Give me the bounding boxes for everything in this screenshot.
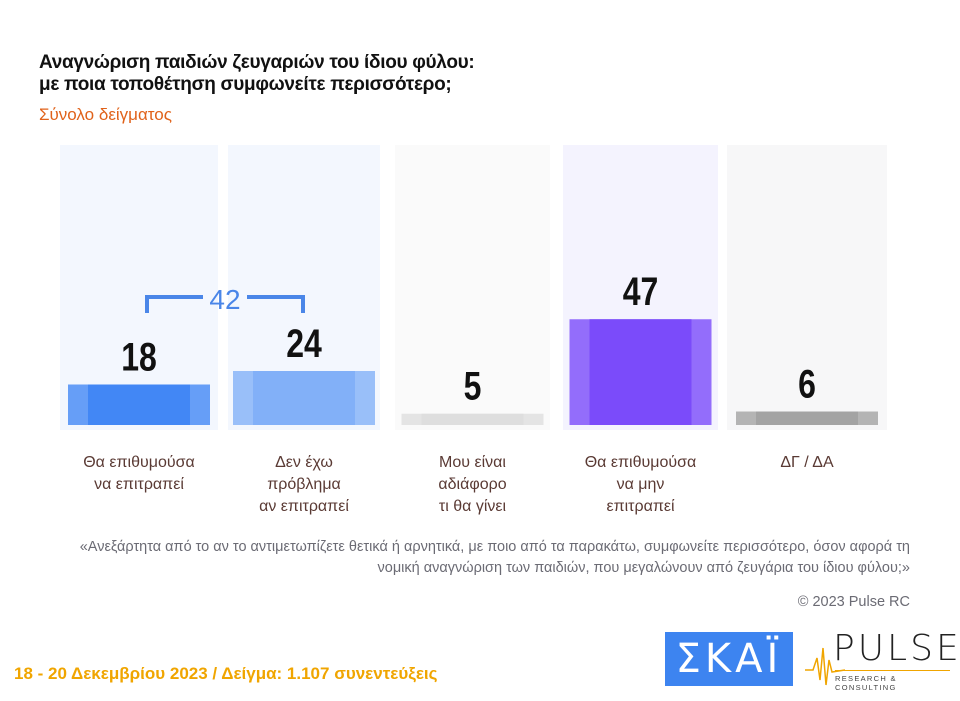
column-background: [395, 145, 550, 430]
bar-core: [756, 411, 858, 425]
pulse-wave-icon: [805, 647, 845, 686]
bracket-line: [145, 295, 305, 313]
category-label: ΔΓ / ΔΑ: [780, 454, 834, 471]
bar-core: [253, 371, 355, 425]
title-line-1: Αναγνώριση παιδιών ζευγαριών του ίδιου φ…: [39, 52, 475, 73]
pulse-logo: PULSE RESEARCH & CONSULTING: [805, 628, 959, 692]
title-line-2: με ποια τοποθέτηση συμφωνείτε περισσότερ…: [39, 74, 452, 95]
survey-question: «Ανεξάρτητα από το αν το αντιμετωπίζετε …: [79, 539, 910, 576]
value-label: 47: [623, 269, 659, 314]
column-background: [60, 145, 218, 430]
bracket-sum-label: 42: [209, 284, 240, 315]
bar-chart: 18 24 5 47 6 42: [60, 145, 887, 430]
chart-title: Αναγνώριση παιδιών ζευγαριών του ίδιου φ…: [39, 52, 475, 96]
category-label: Μου είναι αδιάφορο τι θα γίνει: [438, 454, 507, 515]
chart-subtitle: Σύνολο δείγματος: [39, 105, 172, 124]
category-label: Θα επιθυμούσα να μην επιτραπεί: [584, 454, 697, 515]
skai-logo: ΣΚΑΪ: [665, 632, 793, 686]
bar-core: [589, 319, 692, 425]
bar-core: [421, 413, 524, 425]
value-label: 18: [121, 334, 157, 379]
category-label: Δεν έχω πρόβλημα αν επιτραπεί: [259, 454, 349, 515]
copyright: © 2023 Pulse RC: [797, 594, 910, 610]
column-background: [727, 145, 887, 430]
value-label: 6: [798, 361, 816, 406]
value-label: 5: [464, 363, 482, 408]
bar-core: [88, 384, 190, 425]
category-label: Θα επιθυμούσα να επιτραπεί: [83, 454, 195, 493]
value-label: 24: [286, 321, 322, 366]
survey-dates-sample: 18 - 20 Δεκεμβρίου 2023 / Δείγμα: 1.107 …: [14, 664, 438, 683]
